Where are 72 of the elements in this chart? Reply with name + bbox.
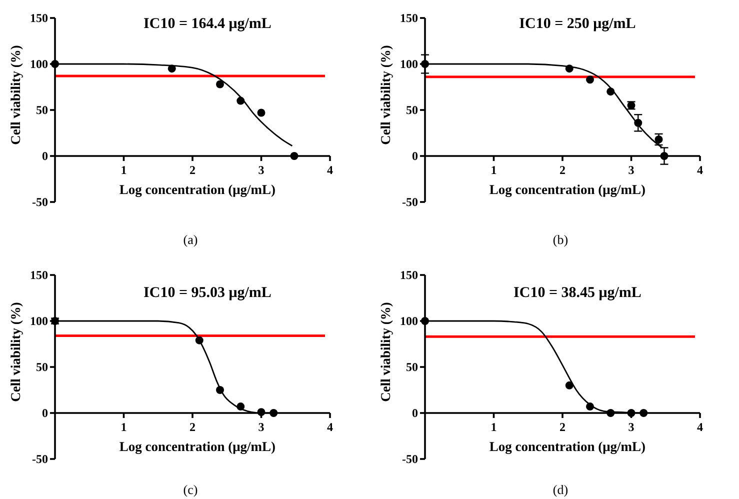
y-tick-label: 50 xyxy=(36,360,48,374)
point xyxy=(586,76,594,84)
point xyxy=(257,108,266,117)
y-tick-label: 100 xyxy=(30,314,48,328)
point xyxy=(627,409,636,417)
y-axis-title: Cell viability (%) xyxy=(8,45,23,145)
point xyxy=(236,96,245,105)
y-tick-label: 100 xyxy=(400,314,418,328)
y-tick-label: 0 xyxy=(42,149,48,164)
point xyxy=(586,402,594,411)
point xyxy=(606,88,615,96)
point xyxy=(216,386,224,394)
x-tick-label: 1 xyxy=(490,163,497,177)
x-tick-label: 1 xyxy=(490,420,497,434)
y-axis-title: Cell viability (%) xyxy=(378,302,393,402)
y-axis-title: Cell viability (%) xyxy=(8,302,23,402)
text: (b) xyxy=(552,232,568,247)
y-tick-label: 150 xyxy=(30,11,48,26)
y-tick-label: -50 xyxy=(32,452,48,466)
text: IC10 = 38.45 μg/mL xyxy=(514,285,642,301)
x-axis-title: Log concentration (μg/mL) xyxy=(489,439,646,454)
point xyxy=(634,118,642,127)
x-axis-title: Log concentration (μg/mL) xyxy=(119,439,276,454)
point xyxy=(257,408,266,416)
text: (d) xyxy=(552,482,568,497)
x-tick-label: 1 xyxy=(120,420,127,434)
y-tick-label: -50 xyxy=(32,195,48,210)
point xyxy=(216,80,224,88)
text: (c) xyxy=(183,482,198,497)
y-tick-label: 50 xyxy=(36,103,48,118)
point xyxy=(640,409,648,417)
x-tick-label: 3 xyxy=(258,163,264,177)
x-tick-label: 2 xyxy=(560,163,566,177)
x-tick-label: 2 xyxy=(190,163,196,177)
x-tick-label: 3 xyxy=(258,420,264,434)
y-tick-label: 50 xyxy=(406,360,418,374)
chart-title: IC10 = 164.4 μg/mL xyxy=(144,16,272,32)
x-tick-label: 4 xyxy=(327,163,333,177)
y-tick-label: 0 xyxy=(412,406,418,420)
y-axis-title: Cell viability (%) xyxy=(378,45,393,145)
y-tick-label: 100 xyxy=(400,57,418,72)
point xyxy=(290,152,298,160)
x-tick-label: 2 xyxy=(190,420,196,434)
x-axis-title: Log concentration (μg/mL) xyxy=(119,182,276,197)
text: (a) xyxy=(183,232,198,247)
point xyxy=(168,64,176,73)
x-tick-label: 4 xyxy=(697,163,703,177)
point xyxy=(606,409,615,417)
x-tick-label: 1 xyxy=(120,163,127,177)
chart-title: IC10 = 250 μg/mL xyxy=(519,16,636,32)
y-tick-label: 150 xyxy=(400,11,418,26)
point xyxy=(660,152,668,160)
y-tick-label: 150 xyxy=(30,268,48,282)
y-tick-label: 150 xyxy=(400,268,418,282)
x-tick-label: 4 xyxy=(327,420,333,434)
text: IC10 = 95.03 μg/mL xyxy=(144,285,272,301)
point xyxy=(270,409,278,417)
point xyxy=(565,64,574,73)
x-tick-label: 3 xyxy=(628,420,634,434)
y-tick-label: 0 xyxy=(42,406,48,420)
point xyxy=(195,336,204,344)
y-tick-label: 50 xyxy=(406,103,418,118)
x-tick-label: 4 xyxy=(697,420,703,434)
y-tick-label: 0 xyxy=(412,149,418,164)
point xyxy=(565,381,574,390)
point xyxy=(236,402,245,411)
y-tick-label: -50 xyxy=(402,195,418,210)
x-axis-title: Log concentration (μg/mL) xyxy=(489,182,646,197)
y-tick-label: -50 xyxy=(402,452,418,466)
y-tick-label: 100 xyxy=(30,57,48,72)
x-tick-label: 2 xyxy=(560,420,566,434)
x-tick-label: 3 xyxy=(628,163,634,177)
